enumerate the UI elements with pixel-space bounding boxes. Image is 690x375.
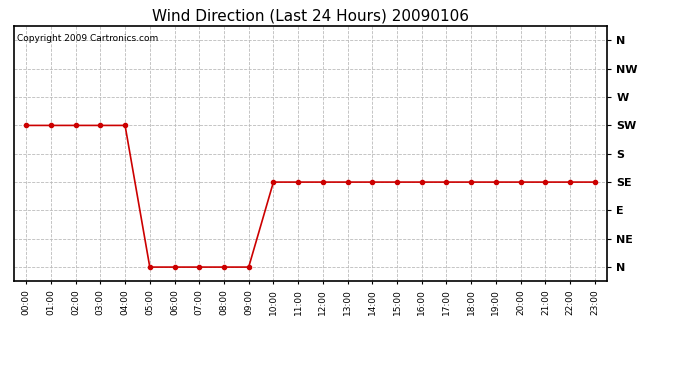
- Title: Wind Direction (Last 24 Hours) 20090106: Wind Direction (Last 24 Hours) 20090106: [152, 9, 469, 24]
- Text: Copyright 2009 Cartronics.com: Copyright 2009 Cartronics.com: [17, 34, 158, 43]
